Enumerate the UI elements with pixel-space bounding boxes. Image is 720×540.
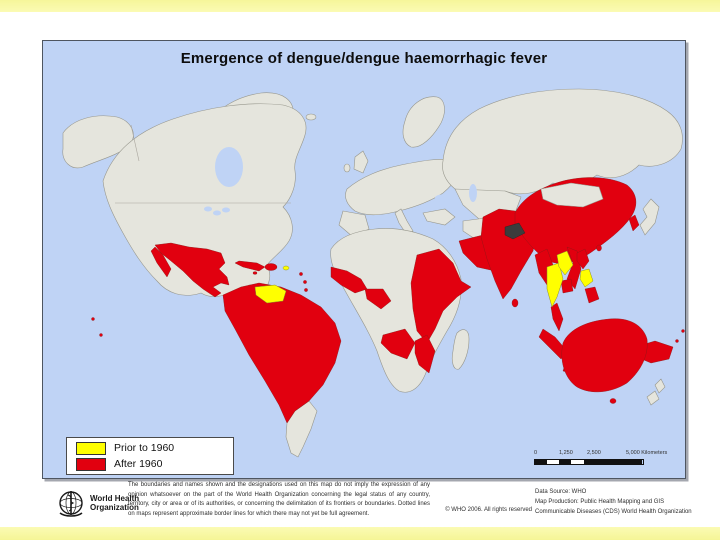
region-south-america [222,282,342,424]
world-map [62,88,685,458]
landmass-gray-overlay [540,182,604,208]
credit-organization: Communicable Diseases (CDS) World Health… [535,509,692,516]
region-turkey [422,208,456,226]
who-name-line1: World Health [90,494,140,504]
region-dark-hatched [504,222,526,240]
region-korea [628,214,640,232]
region-mozambique [414,334,436,374]
who-name-line2: Organization [90,503,139,512]
map-title: Emergence of dengue/dengue haemorrhagic … [180,50,548,67]
region-australia [561,318,648,393]
region-luzon [576,248,590,270]
copyright-notice: © WHO 2006. All rights reserved [445,507,532,513]
region-russia-asia [442,88,683,198]
region-jamaica [252,271,258,275]
region-mongolia [540,182,604,208]
map-legend: Prior to 1960 After 1960 [66,437,234,475]
region-west-africa [330,266,368,294]
region-antilles-2 [303,280,307,284]
region-malay-peninsula [550,302,564,332]
regions-prior-1960 [254,250,594,308]
slide-bottom-accent-bar [0,527,720,540]
region-pacific-island-3 [91,317,95,321]
scale-segment [547,460,559,464]
inland-water [204,147,477,216]
country-borders [115,124,291,204]
legend-swatch-after-1960 [76,457,106,471]
region-sumatra [538,328,568,360]
region-italy [394,208,414,236]
legend-label-prior: Prior to 1960 [114,442,175,454]
region-angola-zambia [380,328,416,360]
who-logo: World Health Organization [56,489,139,519]
great-lake-3 [222,207,230,213]
region-pacific-island-1 [675,339,679,343]
legend-row-prior: Prior to 1960 [67,441,233,455]
region-caribbean-yellow-island [282,265,290,271]
credit-map-production: Map Production: Public Health Mapping an… [535,499,665,506]
scale-segment [584,460,642,464]
region-europe [345,159,460,216]
hudson-bay [215,147,243,187]
region-sudan-horn-east-africa [410,248,472,344]
region-hispaniola [264,263,278,271]
scale-bar: 0 1,250 2,500 5,000 Kilometers [534,450,680,465]
region-ireland [343,163,351,173]
scale-labels: 0 1,250 2,500 5,000 Kilometers [534,450,680,458]
region-mexico-central-america [154,242,230,298]
great-lake-2 [213,210,221,216]
map-disclaimer: The boundaries and names shown and the d… [128,482,430,517]
region-cuba [234,260,266,272]
great-lake-1 [204,206,212,212]
scale-strip [534,459,644,465]
region-madagascar [451,329,470,370]
scale-tick-2: 2,500 [587,450,601,456]
region-sri-lanka [511,298,519,308]
who-emblem-icon [59,491,83,517]
scale-segment [535,460,547,464]
region-taiwan [596,244,602,252]
region-new-zealand [646,378,666,406]
alaska-canada-border [130,124,140,162]
caspian-sea [469,184,477,202]
region-antilles-1 [299,272,303,276]
who-logo-text: World Health Organization [90,494,140,513]
region-pacific-island-4 [99,333,103,337]
black-sea [435,194,449,202]
scale-segment [571,460,584,464]
map-panel: Emergence of dengue/dengue haemorrhagic … [42,40,686,479]
legend-row-after: After 1960 [67,457,233,471]
region-mindanao [584,286,600,304]
legend-label-after: After 1960 [114,458,163,470]
footer: World Health Organization The boundaries… [0,479,720,527]
region-nigeria [364,288,392,310]
region-antilles-3 [304,288,308,292]
scale-tick-0: 0 [534,450,538,456]
region-pacific-island-2 [681,329,685,333]
scale-segment [559,460,571,464]
map-credits: Data Source: WHO Map Production: Public … [535,487,700,518]
slide-top-accent-bar [0,0,720,12]
region-japan [639,198,660,236]
region-venezuela [254,284,287,304]
credit-data-source: Data Source: WHO [535,489,587,495]
region-thailand [546,262,564,308]
region-tasmania [609,398,617,404]
region-scandinavia [402,96,445,148]
region-cambodia [560,278,574,294]
region-philippines-central [579,268,594,288]
legend-swatch-prior-to-1960 [76,441,106,455]
region-uk [353,150,369,174]
scale-tick-1: 1,250 [559,450,573,456]
region-iceland [305,113,317,121]
region-baja [150,246,172,278]
scale-end-label: 5,000 Kilometers [626,450,668,456]
region-laos [556,250,574,276]
